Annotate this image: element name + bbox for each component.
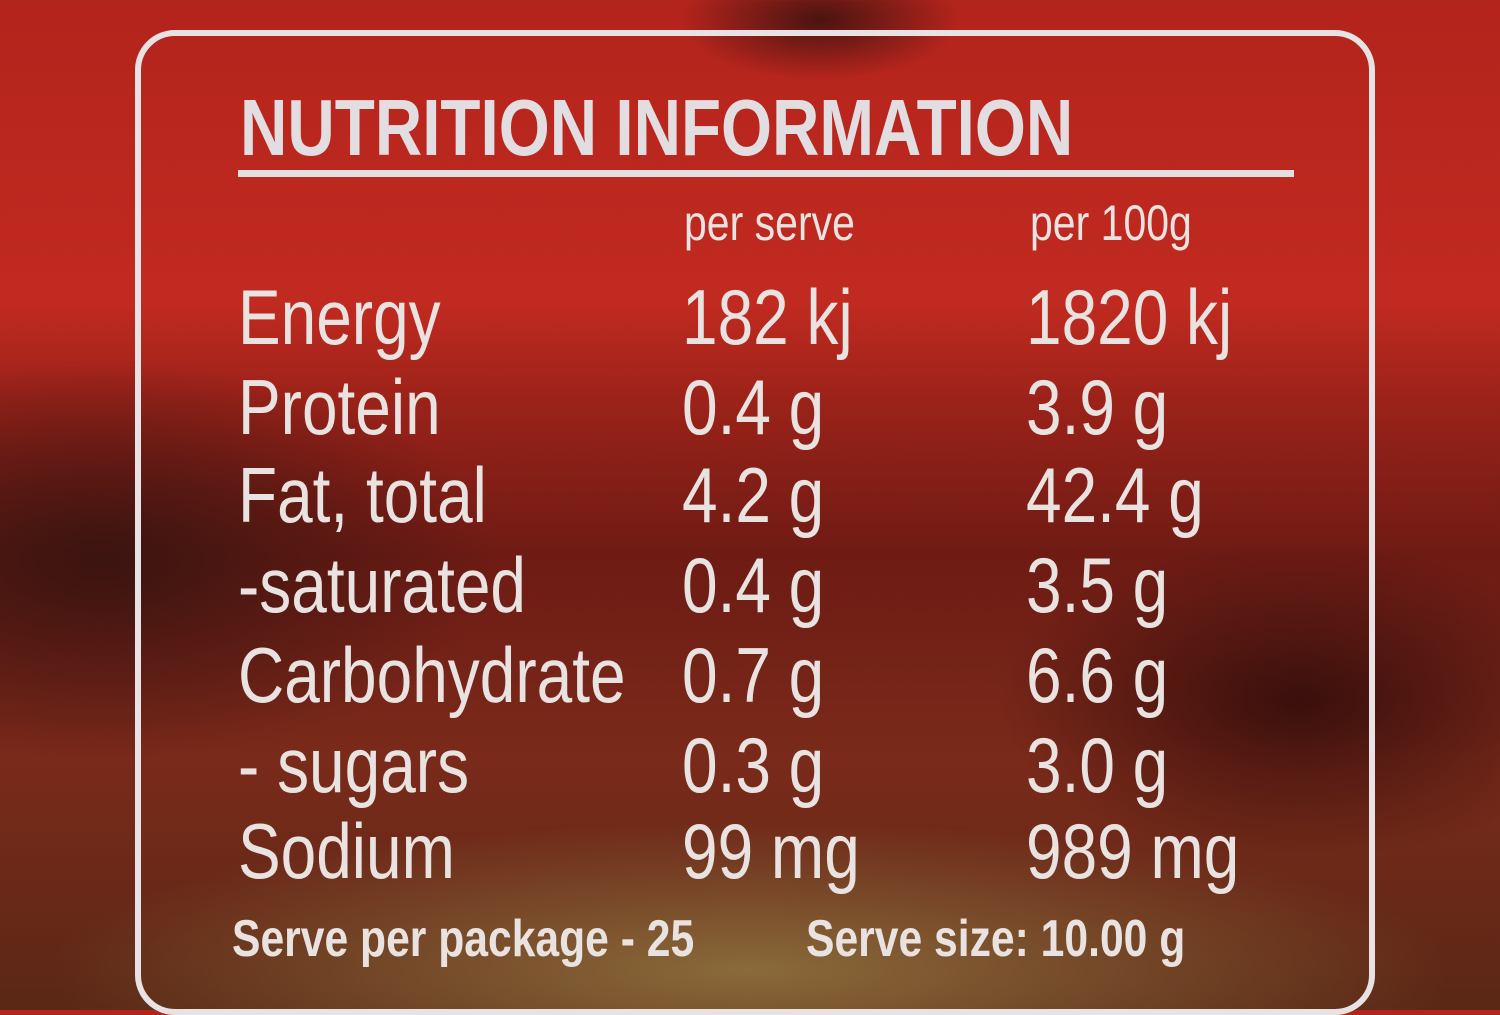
- nutrient-per-serve: 99 mg: [682, 807, 860, 895]
- nutrient-name: Protein: [238, 363, 441, 451]
- nutrient-per-serve: 0.4 g: [682, 363, 825, 451]
- serve-size: Serve size: 10.00 g: [806, 910, 1186, 968]
- nutrient-per-100g: 1820 kj: [1026, 273, 1233, 361]
- nutrient-per-100g: 989 mg: [1026, 807, 1240, 895]
- column-header-per-serve: per serve: [684, 195, 855, 251]
- nutrient-per-100g: 42.4 g: [1026, 451, 1204, 539]
- nutrient-name: -saturated: [238, 541, 526, 629]
- serves-per-package: Serve per package - 25: [232, 910, 695, 968]
- nutrient-per-serve: 0.7 g: [682, 631, 825, 719]
- nutrient-name: - sugars: [238, 721, 470, 809]
- nutrient-per-serve: 0.4 g: [682, 541, 825, 629]
- nutrient-per-serve: 182 kj: [682, 273, 853, 361]
- nutrient-per-100g: 3.0 g: [1026, 721, 1169, 809]
- nutrient-name: Sodium: [238, 807, 455, 895]
- nutrient-name: Energy: [238, 273, 441, 361]
- title-underline: [238, 170, 1294, 177]
- nutrient-per-100g: 3.9 g: [1026, 363, 1169, 451]
- column-header-per-100g: per 100g: [1030, 195, 1192, 251]
- nutrient-per-serve: 0.3 g: [682, 721, 825, 809]
- nutrient-per-100g: 3.5 g: [1026, 541, 1169, 629]
- nutrient-name: Fat, total: [238, 451, 487, 539]
- nutrient-name: Carbohydrate: [238, 631, 626, 719]
- nutrient-per-serve: 4.2 g: [682, 451, 825, 539]
- nutrient-per-100g: 6.6 g: [1026, 631, 1169, 719]
- label-title: NUTRITION INFORMATION: [240, 83, 1074, 172]
